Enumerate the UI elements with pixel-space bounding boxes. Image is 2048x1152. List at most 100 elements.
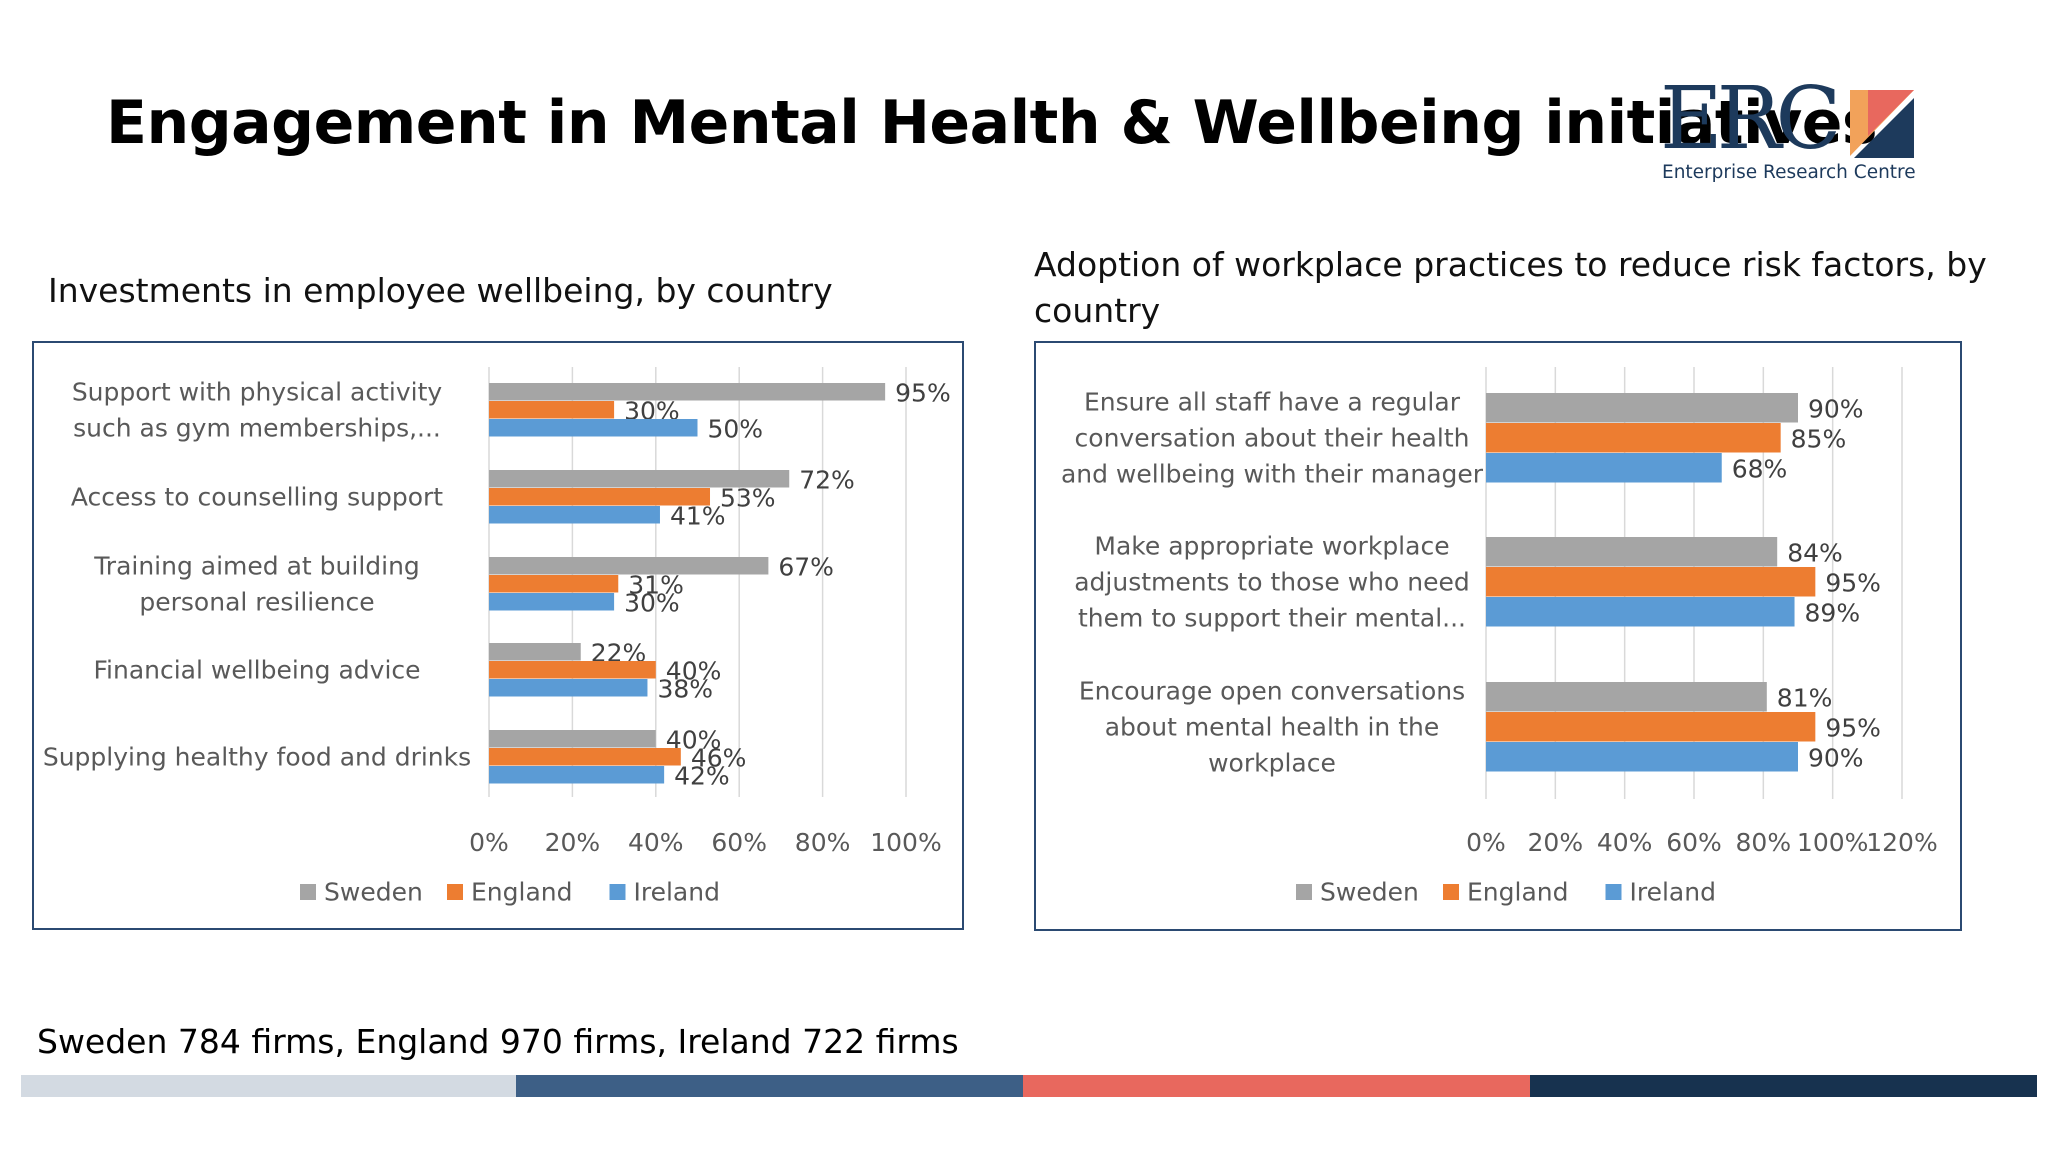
- left-chart-tick-label: 100%: [870, 828, 941, 857]
- left-chart-category-label: personal resilience: [139, 588, 374, 617]
- left-chart-data-label: 53%: [720, 484, 776, 513]
- band-4: [1530, 1075, 2037, 1097]
- logo-wordmark: ERC: [1660, 74, 1837, 169]
- right-chart-tick-label: 20%: [1528, 828, 1584, 857]
- left-chart-bar-england: [489, 748, 681, 766]
- left-chart-data-label: 95%: [895, 379, 951, 408]
- left-chart-bar-sweden: [489, 643, 581, 661]
- right-chart-legend-label: Ireland: [1630, 878, 1716, 907]
- investments-bar-chart: 0% 20% 40% 60% 80% 100% Support with physical …: [43, 367, 951, 907]
- right-chart-data-label: 84%: [1787, 539, 1843, 568]
- right-chart-tick-label: 100%: [1797, 828, 1868, 857]
- right-chart-bar-sweden: [1486, 682, 1767, 712]
- left-chart-bar-sweden: [489, 557, 769, 575]
- right-chart-tick-label: 0%: [1466, 828, 1506, 857]
- right-chart-bar-ireland: [1486, 597, 1795, 627]
- left-chart-data-label: 67%: [778, 553, 834, 582]
- right-chart-data-label: 85%: [1791, 425, 1847, 454]
- right-chart-bar-ireland: [1486, 742, 1798, 772]
- right-chart-bar-england: [1486, 423, 1781, 453]
- right-chart-category-label: Make appropriate workplace: [1094, 532, 1449, 561]
- right-chart-legend-swatch: [1605, 884, 1622, 900]
- left-chart-data-label: 50%: [708, 415, 764, 444]
- left-chart-panel: 0% 20% 40% 60% 80% 100% Support with physical …: [32, 341, 964, 930]
- left-chart-category-label: Training aimed at building: [93, 552, 420, 581]
- left-chart-data-label: 40%: [666, 657, 722, 686]
- page-title: Engagement in Mental Health & Wellbeing …: [106, 88, 1878, 158]
- sample-size-footnote: Sweden 784 firms, England 970 firms, Ire…: [37, 1022, 959, 1061]
- left-chart-tick-label: 20%: [545, 828, 601, 857]
- right-chart-category-label: workplace: [1208, 749, 1336, 778]
- left-chart-category-label: Support with physical activity: [72, 378, 443, 407]
- left-chart-bar-england: [489, 488, 711, 506]
- left-chart-data-label: 42%: [674, 762, 730, 791]
- right-chart-data-label: 90%: [1808, 744, 1864, 773]
- left-chart-bar-sweden: [489, 383, 886, 401]
- left-chart-bar-england: [489, 575, 619, 593]
- left-chart-category-label: such as gym memberships,...: [73, 414, 441, 443]
- right-chart-tick-label: 80%: [1736, 828, 1792, 857]
- right-chart-tick-label: 40%: [1597, 828, 1653, 857]
- right-chart-data-label: 81%: [1777, 684, 1833, 713]
- left-chart-data-label: 38%: [657, 675, 713, 704]
- left-chart-title: Investments in employee wellbeing, by co…: [48, 271, 833, 310]
- right-chart-title: Adoption of workplace practices to reduc…: [1034, 245, 1987, 330]
- right-chart-bar-sweden: [1486, 537, 1778, 567]
- right-chart-category-label: them to support their mental...: [1078, 604, 1466, 633]
- left-chart-tick-label: 60%: [711, 828, 767, 857]
- left-chart-bar-england: [489, 401, 615, 419]
- logo-mark-icon: [1850, 90, 1914, 158]
- left-chart-legend-label: Ireland: [634, 878, 720, 907]
- left-chart-legend-swatch: [300, 884, 316, 900]
- right-chart-category-label: about mental health in the: [1105, 713, 1440, 742]
- left-chart-category-label: Supplying healthy food and drinks: [43, 743, 471, 772]
- band-3: [1023, 1075, 1530, 1097]
- band-2: [516, 1075, 1023, 1097]
- left-chart-data-label: 41%: [670, 502, 726, 531]
- right-chart-legend-label: Sweden: [1320, 878, 1419, 907]
- right-chart-category-label: Ensure all staff have a regular: [1084, 388, 1461, 417]
- right-chart-data-label: 89%: [1805, 599, 1861, 628]
- right-chart-legend-swatch: [1443, 884, 1459, 900]
- right-chart-category-label: Encourage open conversations: [1079, 677, 1465, 706]
- left-chart-data-label: 31%: [628, 571, 684, 600]
- left-chart-bar-sweden: [489, 470, 790, 488]
- left-chart-legend-label: Sweden: [324, 878, 423, 907]
- left-chart-tick-label: 40%: [628, 828, 684, 857]
- left-chart-bar-ireland: [489, 506, 660, 524]
- right-chart-tick-label: 60%: [1666, 828, 1722, 857]
- left-chart-category-label: Access to counselling support: [71, 483, 443, 512]
- right-chart-tick-label: 120%: [1866, 828, 1937, 857]
- right-chart-data-label: 90%: [1808, 395, 1864, 424]
- left-chart-bar-sweden: [489, 730, 656, 748]
- left-chart-bar-ireland: [489, 419, 698, 437]
- left-chart-data-label: 30%: [624, 589, 680, 618]
- right-chart-legend-swatch: [1296, 884, 1312, 900]
- right-chart-category-label: adjustments to those who need: [1074, 568, 1470, 597]
- right-chart-bar-ireland: [1486, 453, 1722, 483]
- erc-logo: ERC Enterprise Research Centre: [1660, 74, 1916, 183]
- logo-tagline: Enterprise Research Centre: [1662, 162, 1916, 183]
- left-chart-category-label: Financial wellbeing advice: [93, 656, 420, 685]
- right-chart-legend-label: England: [1467, 878, 1569, 907]
- right-chart-bar-england: [1486, 712, 1816, 742]
- left-chart-legend-swatch: [609, 884, 626, 900]
- practices-bar-chart: 0% 20% 40% 60% 80% 100%120% Ensure all staff h…: [1061, 367, 1938, 907]
- band-1: [21, 1075, 516, 1097]
- right-chart-bar-england: [1486, 567, 1816, 597]
- left-chart-bar-ireland: [489, 766, 665, 784]
- left-chart-tick-label: 0%: [469, 828, 509, 857]
- left-chart-legend-swatch: [447, 884, 463, 900]
- left-chart-bar-ireland: [489, 593, 615, 611]
- left-chart-data-label: 72%: [799, 466, 855, 495]
- right-chart-data-label: 95%: [1825, 714, 1881, 743]
- left-chart-tick-label: 80%: [795, 828, 851, 857]
- right-chart-data-label: 68%: [1732, 455, 1788, 484]
- right-chart-panel: 0% 20% 40% 60% 80% 100% 120% Ensure all staff h…: [1034, 341, 1962, 931]
- right-chart-bar-sweden: [1486, 393, 1798, 423]
- left-chart-data-label: 46%: [691, 744, 747, 773]
- right-chart-category-label: conversation about their health: [1075, 424, 1470, 453]
- left-chart-bar-england: [489, 661, 656, 679]
- right-chart-data-label: 95%: [1825, 569, 1881, 598]
- left-chart-legend-label: England: [471, 878, 573, 907]
